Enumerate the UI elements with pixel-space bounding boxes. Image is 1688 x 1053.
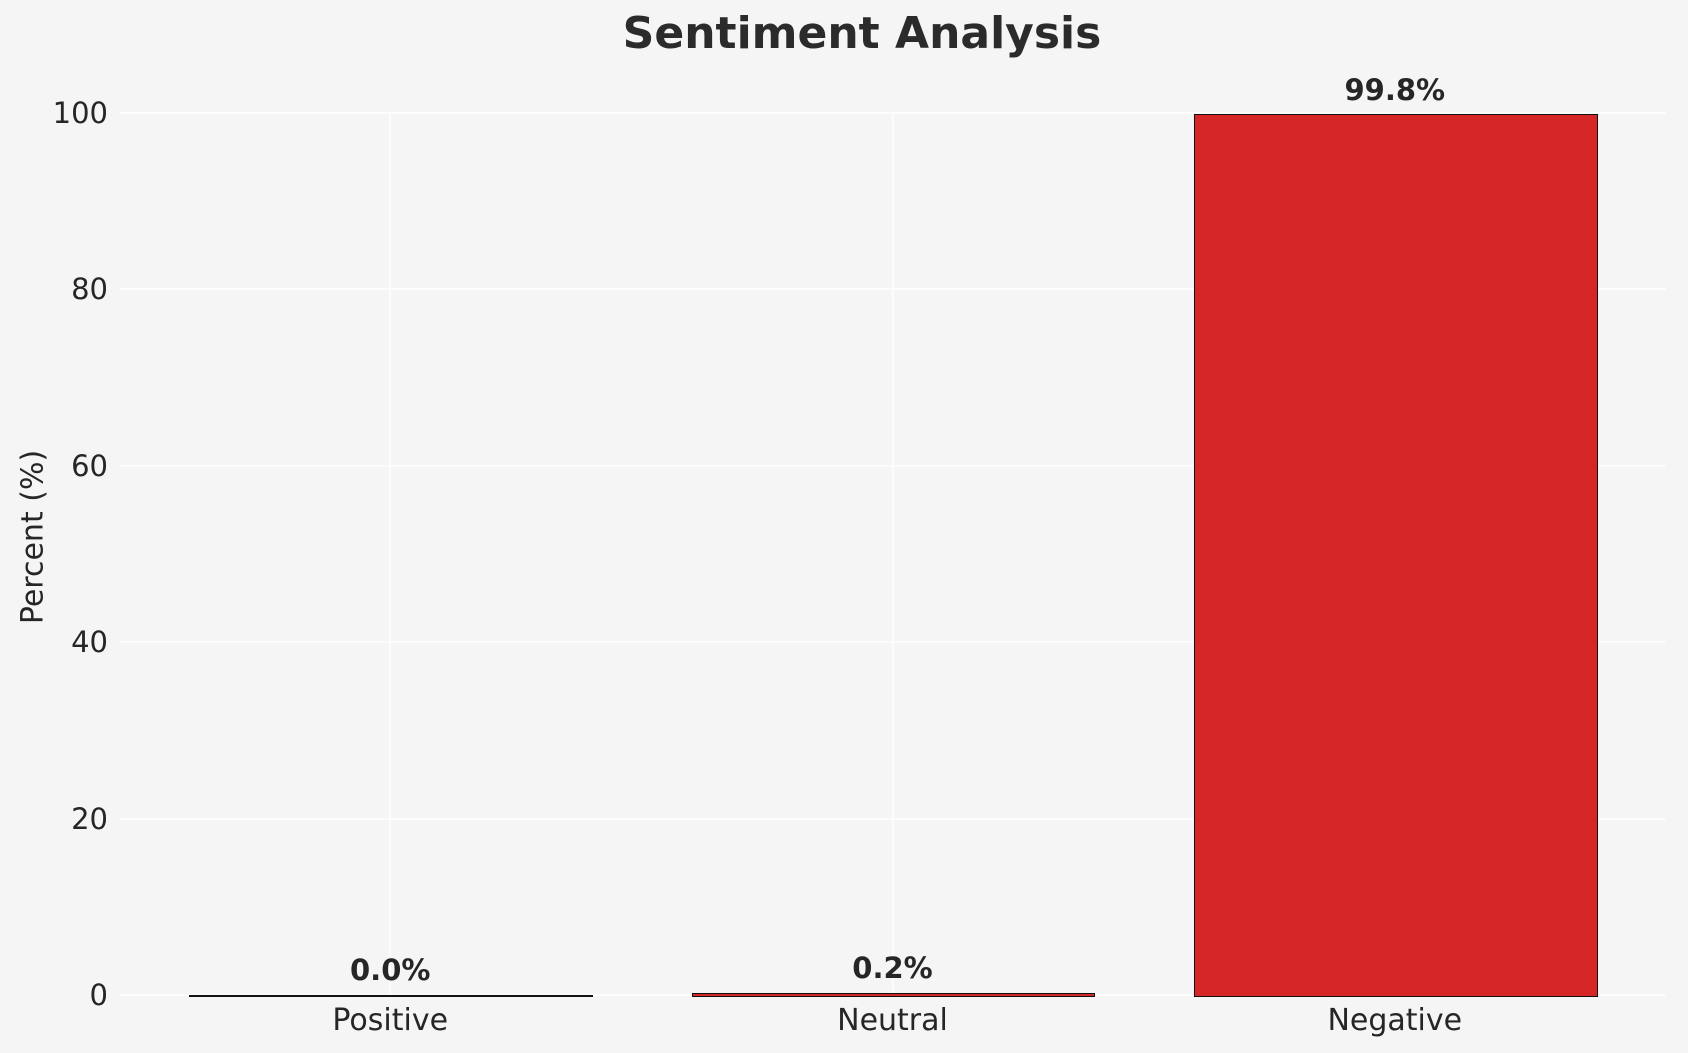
bar-value-label: 0.2%	[852, 951, 933, 986]
bar-positive	[189, 994, 594, 997]
gridline-vertical	[389, 113, 392, 995]
bar-negative	[1193, 114, 1598, 997]
y-axis-label: Percent (%)	[15, 449, 51, 625]
x-tick-label: Negative	[1327, 1003, 1463, 1038]
y-tick-label: 80	[71, 272, 108, 307]
bar-value-label: 0.0%	[350, 953, 431, 987]
chart-title: Sentiment Analysis	[622, 8, 1102, 59]
plot-area	[119, 112, 1666, 997]
bar-neutral	[691, 992, 1096, 997]
y-tick-label: 20	[71, 801, 108, 836]
gridline-vertical	[891, 113, 894, 995]
x-tick-label: Positive	[332, 1003, 449, 1038]
y-tick-label: 40	[71, 625, 108, 660]
x-tick-label: Neutral	[837, 1003, 948, 1038]
y-tick-label: 0	[89, 978, 108, 1012]
bar-value-label: 99.8%	[1344, 72, 1446, 107]
y-tick-label: 100	[52, 96, 108, 130]
y-tick-label: 60	[71, 448, 108, 483]
